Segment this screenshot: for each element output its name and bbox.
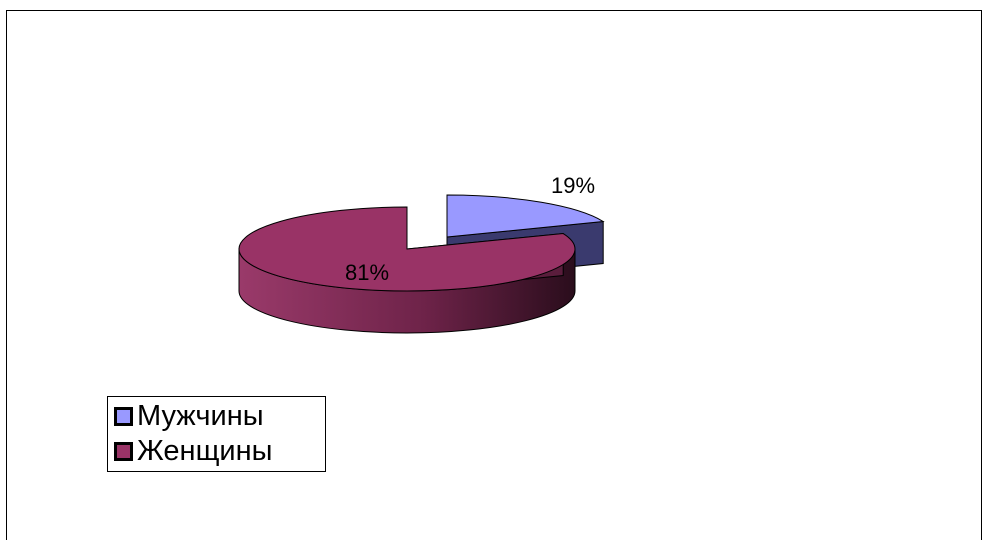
legend: Мужчины Женщины	[107, 396, 326, 472]
pie-slice-men	[446, 194, 605, 238]
legend-item-men: Мужчины	[108, 399, 325, 434]
legend-item-women: Женщины	[108, 434, 325, 469]
legend-label-women: Женщины	[137, 435, 273, 467]
data-label-men: 19%	[551, 173, 595, 198]
legend-label-men: Мужчины	[137, 400, 264, 432]
legend-swatch-men	[114, 407, 133, 426]
pie-slice-women	[238, 206, 576, 292]
legend-swatch-women	[114, 442, 133, 461]
data-label-women: 81%	[345, 260, 389, 285]
pie-chart: 19% 81%	[238, 173, 605, 334]
chart-frame	[6, 10, 982, 540]
